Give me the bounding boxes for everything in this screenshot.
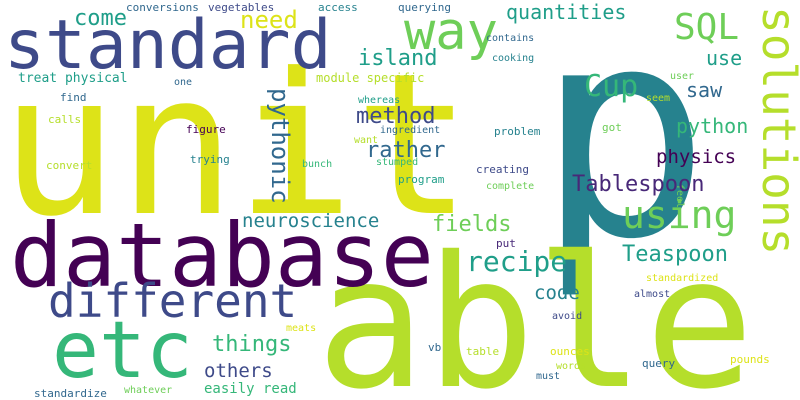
word-come: come [74, 6, 127, 31]
word-unit: unit [0, 32, 473, 260]
word-whereas: whereas [358, 95, 401, 106]
word-conversions: conversions [126, 1, 199, 14]
word-able: able [316, 217, 755, 400]
word-meats: meats [286, 323, 317, 334]
word-solutions: solutions [752, 6, 800, 256]
word-need: need [240, 6, 298, 34]
word-quantities: quantities [506, 0, 627, 24]
word-creating: creating [476, 163, 529, 176]
word-seem: seem [646, 93, 671, 104]
word-rather: rather [366, 138, 446, 163]
word-database: database [10, 204, 434, 307]
word-vegetables: vegetables [208, 1, 275, 14]
word-method: method [356, 104, 436, 129]
word-way: way [404, 2, 498, 62]
word-trying: trying [190, 153, 230, 166]
word-vb: vb [428, 341, 442, 354]
word-standard: standard [4, 6, 332, 85]
word-neuroscience: neuroscience [242, 210, 380, 232]
word-module-specific: module specific [316, 71, 425, 85]
word-standardized: standardized [646, 273, 719, 284]
word-SQL: SQL [674, 7, 740, 48]
word-almost: almost [634, 289, 671, 300]
word-different: different [48, 274, 298, 328]
word-querying: querying [398, 1, 451, 14]
word-easily-read: easily read [204, 381, 297, 397]
word-ounces: ounces [550, 345, 590, 358]
word-whatever: whatever [124, 385, 173, 396]
word-access: access [318, 1, 358, 14]
word-program: program [398, 173, 445, 186]
word-python: python [676, 114, 749, 138]
word-query: query [642, 357, 676, 370]
word-physics: physics [656, 146, 737, 168]
word-pounds: pounds [730, 353, 770, 366]
word-find: find [60, 91, 87, 104]
word-complete: complete [486, 181, 535, 192]
word-must: must [536, 371, 561, 382]
word-Teaspoon: Teaspoon [622, 242, 728, 267]
word-treat-physical: treat physical [18, 71, 128, 86]
word-standardize: standardize [34, 387, 107, 400]
word-problem: problem [494, 125, 541, 138]
word-saw: saw [686, 78, 723, 102]
word-figure: figure [186, 123, 226, 136]
word-others: others [204, 360, 273, 382]
word-put: put [496, 237, 516, 250]
word-one: one [174, 77, 193, 88]
word-words: words [556, 361, 587, 372]
word-convert: convert [46, 159, 93, 172]
word-code: code [534, 282, 580, 304]
word-pythonic: pythonic [266, 88, 294, 204]
word-things: things [212, 332, 292, 357]
word-avoid: avoid [552, 311, 583, 322]
word-got: got [602, 121, 622, 134]
word-ingredient: ingredient [380, 125, 441, 136]
word-island: island [358, 46, 438, 71]
word-p: p [536, 0, 711, 303]
word-table: table [466, 345, 500, 358]
word-using: using [622, 193, 737, 237]
word-bunch: bunch [302, 159, 333, 170]
word-Cup: Cup [584, 69, 639, 104]
word-user: user [670, 71, 695, 82]
word-contains: contains [486, 33, 535, 44]
word-etc: etc [52, 306, 193, 396]
word-recipe: recipe [466, 245, 568, 278]
word-stumped: stumped [376, 157, 419, 168]
word-use: use [706, 46, 743, 70]
word-Tablespoon: Tablespoon [572, 172, 705, 197]
word-cooking: cooking [492, 53, 535, 64]
word-calls: calls [48, 113, 82, 126]
word-feel: feel [674, 184, 685, 209]
word-fields: fields [432, 212, 512, 237]
word-want: want [354, 135, 379, 146]
